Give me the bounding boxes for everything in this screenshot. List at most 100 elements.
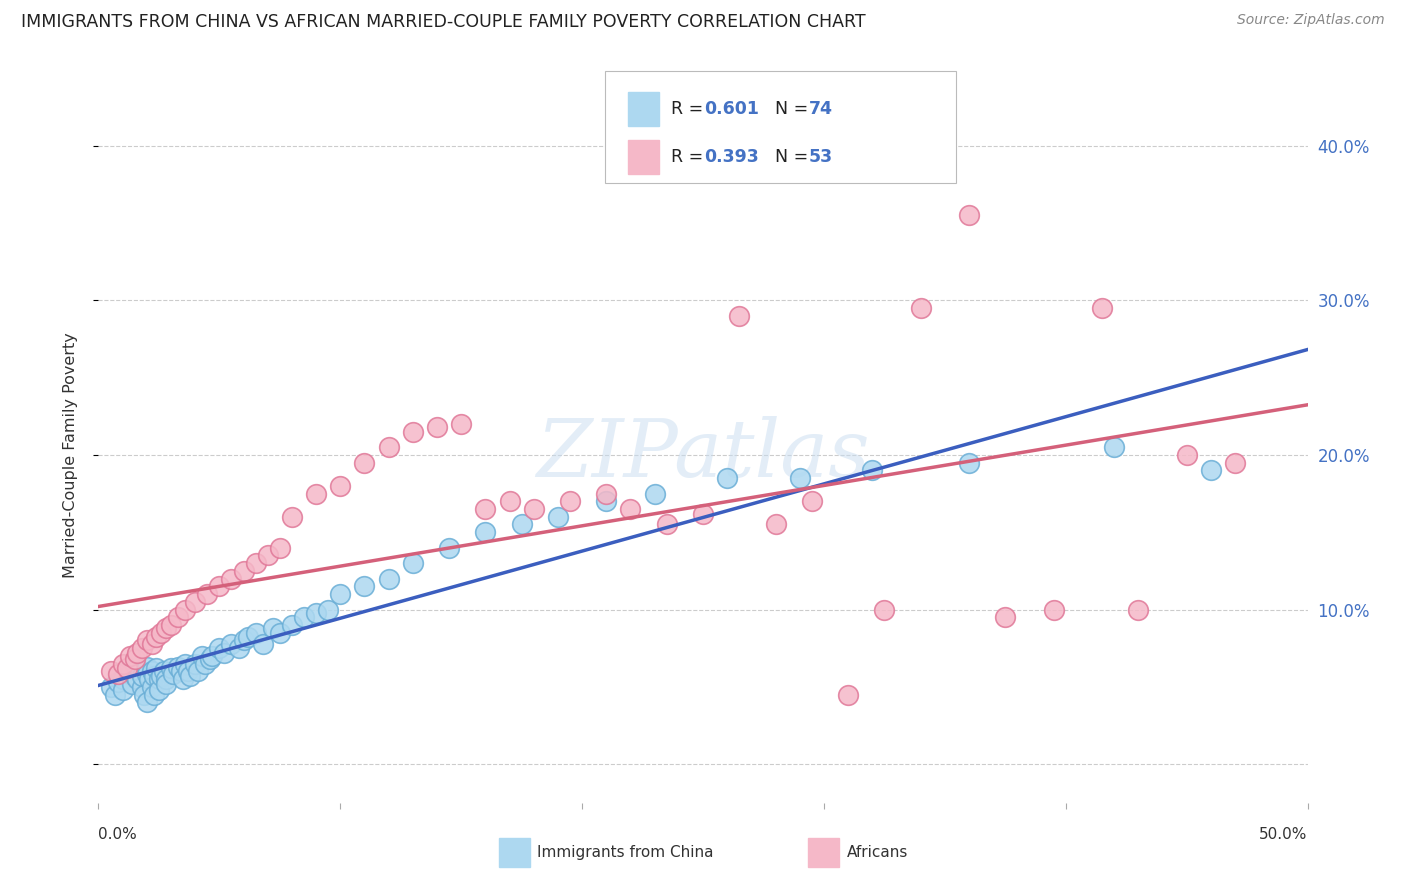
Point xyxy=(195,587,218,601)
Point xyxy=(402,425,425,439)
Point xyxy=(138,672,160,686)
Point xyxy=(127,646,149,660)
Point xyxy=(245,625,267,640)
Y-axis label: Married-Couple Family Poverty: Married-Couple Family Poverty xyxy=(63,332,77,578)
Point xyxy=(187,665,209,679)
Point xyxy=(377,572,399,586)
Point xyxy=(498,494,520,508)
Point xyxy=(167,659,190,673)
Point xyxy=(148,682,170,697)
Point xyxy=(131,641,153,656)
Point xyxy=(152,665,174,679)
Point xyxy=(655,517,678,532)
Point xyxy=(135,667,157,681)
Point xyxy=(837,688,859,702)
Point xyxy=(305,486,328,500)
Point xyxy=(117,665,139,679)
Point xyxy=(269,541,291,555)
Point xyxy=(212,646,235,660)
Point xyxy=(174,657,197,671)
Point xyxy=(252,636,274,650)
Point xyxy=(162,667,184,681)
Point xyxy=(510,517,533,532)
Point xyxy=(910,301,932,315)
Point xyxy=(1091,301,1114,315)
Point xyxy=(141,636,163,650)
Point xyxy=(281,509,304,524)
Text: 0.393: 0.393 xyxy=(704,148,759,166)
Point xyxy=(155,677,177,691)
Point xyxy=(256,549,278,563)
Point xyxy=(329,587,352,601)
Point xyxy=(134,688,156,702)
Point xyxy=(221,636,243,650)
Text: ZIPatlas: ZIPatlas xyxy=(536,417,870,493)
Point xyxy=(692,507,714,521)
Point xyxy=(1223,456,1246,470)
Point xyxy=(118,667,141,681)
Point xyxy=(208,641,231,656)
Point xyxy=(957,208,980,222)
Text: Source: ZipAtlas.com: Source: ZipAtlas.com xyxy=(1237,13,1385,28)
Point xyxy=(329,479,352,493)
Point xyxy=(135,659,157,673)
Text: 50.0%: 50.0% xyxy=(1260,827,1308,841)
Point xyxy=(716,471,738,485)
Point xyxy=(141,680,163,694)
Point xyxy=(150,669,173,683)
Point xyxy=(184,657,207,671)
Point xyxy=(179,669,201,683)
Point xyxy=(1128,602,1150,616)
Point xyxy=(135,633,157,648)
Point xyxy=(860,463,883,477)
Point xyxy=(595,494,617,508)
Point xyxy=(107,675,129,690)
Point xyxy=(262,621,284,635)
Point xyxy=(135,695,157,709)
Point xyxy=(238,631,260,645)
Point xyxy=(167,610,190,624)
Text: R =: R = xyxy=(671,100,709,118)
Point xyxy=(402,556,425,570)
Point xyxy=(353,456,375,470)
Point xyxy=(111,682,134,697)
Point xyxy=(474,525,496,540)
Point xyxy=(873,602,896,616)
Point xyxy=(124,669,146,683)
Point xyxy=(232,564,254,578)
Point xyxy=(145,631,167,645)
Point xyxy=(141,665,163,679)
Point xyxy=(800,494,823,508)
Point xyxy=(124,661,146,675)
Point xyxy=(765,517,787,532)
Point xyxy=(100,680,122,694)
Point xyxy=(595,486,617,500)
Point xyxy=(644,486,666,500)
Point xyxy=(474,502,496,516)
Point xyxy=(160,618,183,632)
Point xyxy=(269,625,291,640)
Point xyxy=(117,661,139,675)
Point xyxy=(232,633,254,648)
Text: N =: N = xyxy=(775,148,814,166)
Point xyxy=(160,661,183,675)
Point xyxy=(450,417,472,431)
Point xyxy=(1199,463,1222,477)
Text: Africans: Africans xyxy=(846,846,908,860)
Point xyxy=(148,672,170,686)
Point xyxy=(201,648,224,663)
Point xyxy=(619,502,641,516)
Point xyxy=(172,672,194,686)
Point xyxy=(155,621,177,635)
Point xyxy=(174,602,197,616)
Point xyxy=(221,572,243,586)
Point xyxy=(194,657,217,671)
Text: IMMIGRANTS FROM CHINA VS AFRICAN MARRIED-COUPLE FAMILY POVERTY CORRELATION CHART: IMMIGRANTS FROM CHINA VS AFRICAN MARRIED… xyxy=(21,13,866,31)
Point xyxy=(124,652,146,666)
Point xyxy=(121,677,143,691)
Text: 74: 74 xyxy=(808,100,832,118)
Text: 53: 53 xyxy=(808,148,832,166)
Point xyxy=(169,665,191,679)
Point xyxy=(104,688,127,702)
Point xyxy=(437,541,460,555)
